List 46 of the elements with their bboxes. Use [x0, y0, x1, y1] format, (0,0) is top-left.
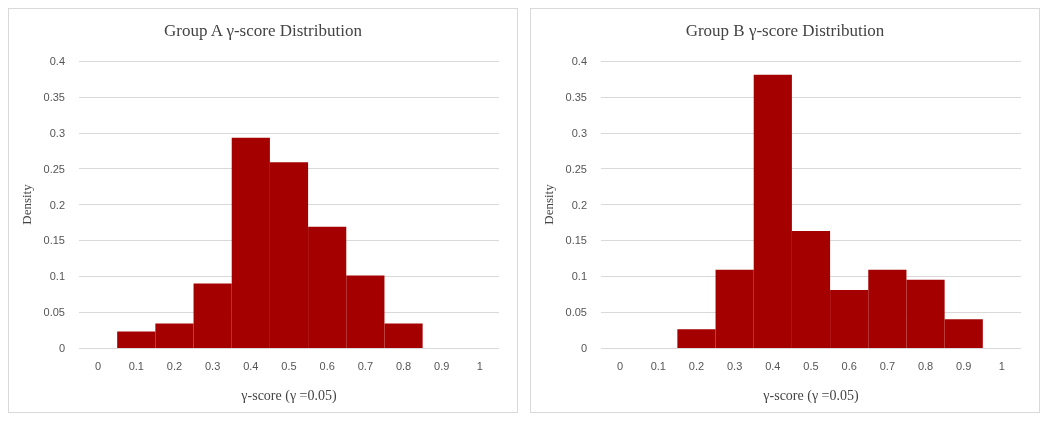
- y-tick-label: 0.3: [571, 126, 587, 139]
- x-tick-label: 0.1: [650, 359, 666, 372]
- y-tick-label: 0.1: [49, 270, 65, 283]
- x-tick-label: 0.5: [803, 359, 819, 372]
- y-tick-label: 0.15: [43, 234, 65, 247]
- x-tick-label: 0.9: [434, 359, 450, 372]
- x-axis-title: γ-score (γ =0.05): [762, 387, 859, 404]
- chart-title: Group B γ-score Distribution: [685, 21, 885, 40]
- x-tick-label: 0.8: [917, 359, 934, 372]
- x-tick-label: 0: [617, 359, 624, 372]
- y-tick-label: 0.4: [571, 55, 587, 67]
- y-tick-label: 0.2: [49, 198, 65, 211]
- y-axis-title: Density: [18, 183, 34, 225]
- y-tick-label: 0.25: [565, 162, 587, 175]
- x-tick-label: 0.3: [204, 359, 221, 372]
- y-axis-title: Density: [540, 183, 556, 225]
- y-tick-label: 0.3: [49, 126, 65, 139]
- x-tick-label: 0.2: [688, 359, 705, 372]
- y-tick-label: 0.35: [43, 90, 65, 103]
- x-tick-label: 0.9: [956, 359, 972, 372]
- x-tick-label: 0.7: [879, 359, 896, 372]
- x-tick-label: 0.3: [726, 359, 743, 372]
- x-tick-label: 0.6: [319, 359, 335, 372]
- y-tick-label: 0.2: [571, 198, 587, 211]
- y-tick-label: 0.25: [43, 162, 65, 175]
- y-tick-label: 0.35: [565, 90, 587, 103]
- chart-title: Group A γ-score Distribution: [164, 21, 363, 40]
- y-tick-label: 0.05: [565, 306, 587, 319]
- y-tick-label: 0.4: [49, 55, 65, 67]
- x-tick-label: 0.7: [357, 359, 374, 372]
- y-tick-label: 0.05: [43, 306, 65, 319]
- x-tick-label: 1: [998, 359, 1005, 372]
- x-tick-label: 0.2: [166, 359, 183, 372]
- y-tick-label: 0: [58, 342, 65, 354]
- y-tick-label: 0.1: [571, 270, 587, 283]
- x-tick-label: 0.1: [128, 359, 144, 372]
- y-tick-label: 0.15: [565, 234, 587, 247]
- y-tick-label: 0: [580, 342, 587, 354]
- x-tick-label: 0: [95, 359, 102, 372]
- x-tick-label: 0.4: [243, 359, 259, 372]
- x-tick-label: 0.5: [281, 359, 297, 372]
- x-tick-label: 0.6: [841, 359, 857, 372]
- x-tick-label: 0.8: [395, 359, 412, 372]
- x-axis-title: γ-score (γ =0.05): [240, 387, 337, 404]
- x-tick-label: 0.4: [765, 359, 781, 372]
- x-tick-label: 1: [476, 359, 483, 372]
